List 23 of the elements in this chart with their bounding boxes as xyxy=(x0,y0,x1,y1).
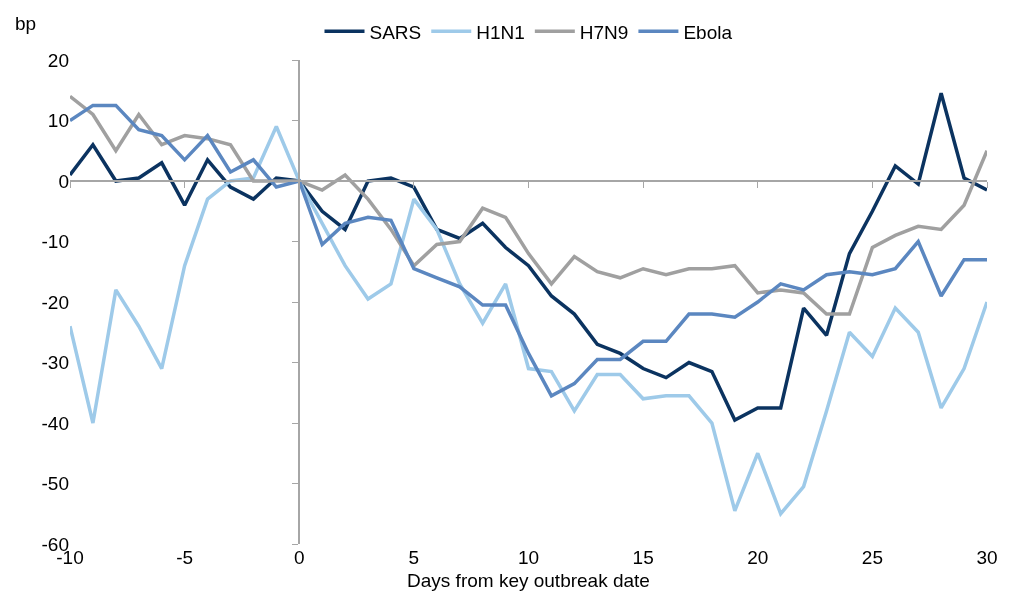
y-tick-label: -50 xyxy=(41,473,69,495)
x-tick-label: 0 xyxy=(293,547,305,568)
y-tick-label: 20 xyxy=(47,49,69,71)
legend-label: SARS xyxy=(369,21,422,43)
y-tick-label: 0 xyxy=(58,170,69,192)
y-tick-label: -40 xyxy=(41,412,69,434)
x-tick-label: 10 xyxy=(517,547,540,568)
y-tick-label: 10 xyxy=(47,110,69,132)
y-tick-label: -20 xyxy=(41,291,69,313)
legend-label: H1N1 xyxy=(476,21,525,43)
x-tick-label: 20 xyxy=(747,547,769,568)
y-tick-label: -10 xyxy=(41,231,69,253)
x-tick-label: 15 xyxy=(632,547,654,568)
x-axis-title: Days from key outbreak date xyxy=(407,569,650,591)
x-tick-label: -5 xyxy=(176,547,194,568)
x-tick-label: 25 xyxy=(861,547,883,568)
line-series xyxy=(70,124,987,516)
x-tick-label: 30 xyxy=(976,547,998,568)
legend-label: H7N9 xyxy=(579,21,629,43)
y-tick-label: -30 xyxy=(41,352,69,374)
y-axis-title: bp xyxy=(15,13,37,34)
x-tick-label: 5 xyxy=(408,547,420,568)
legend-label: Ebola xyxy=(683,21,733,43)
